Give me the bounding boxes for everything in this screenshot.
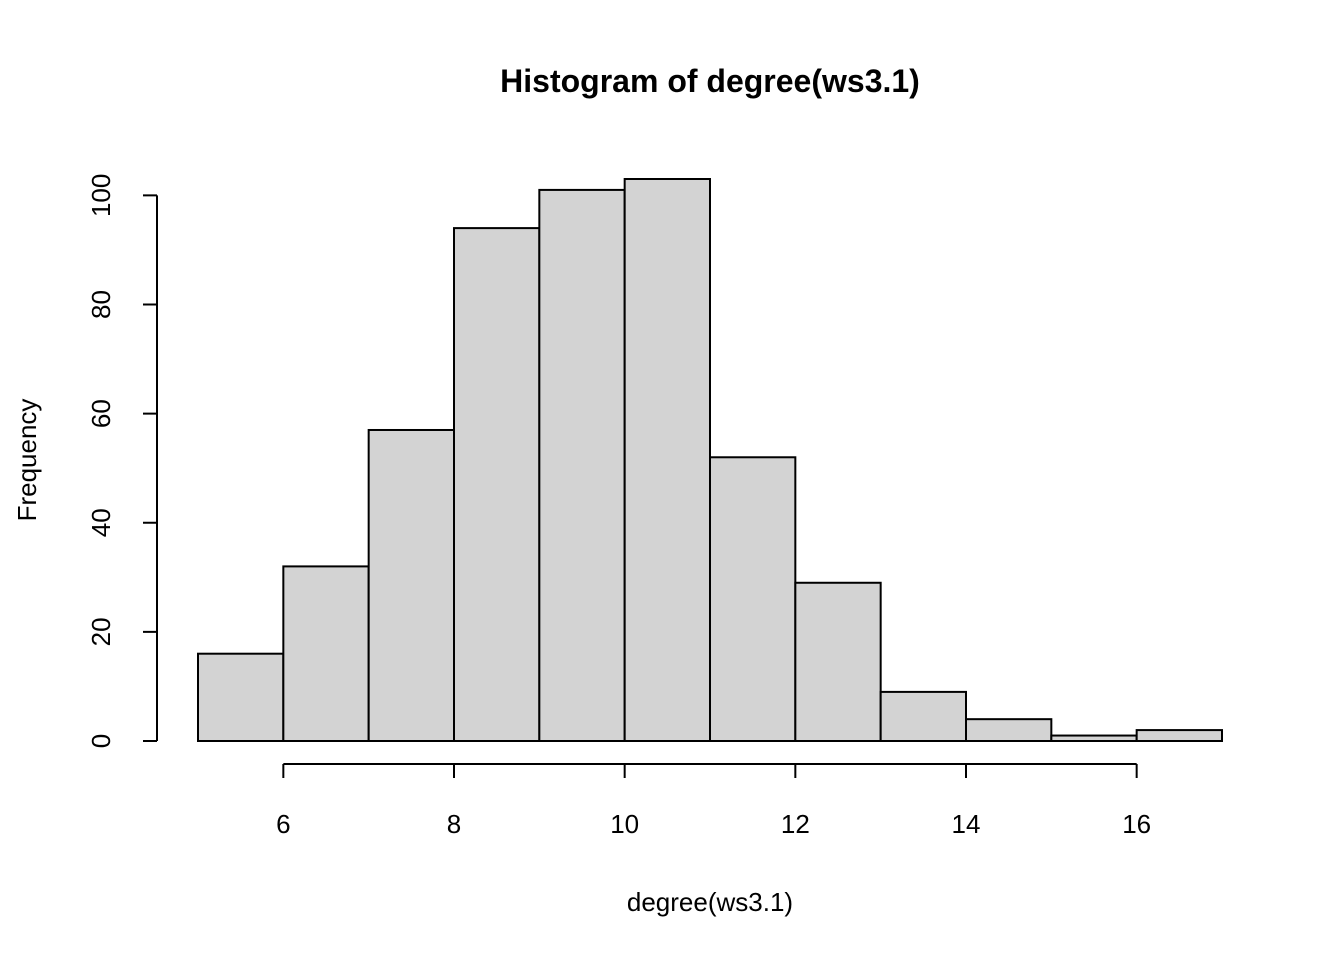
y-axis-label: Frequency bbox=[12, 399, 42, 522]
x-tick-label: 12 bbox=[781, 809, 810, 839]
histogram-bar-5 bbox=[538, 188, 626, 743]
x-tick-label: 16 bbox=[1122, 809, 1151, 839]
x-tick-label: 14 bbox=[952, 809, 981, 839]
chart-title: Histogram of degree(ws3.1) bbox=[500, 63, 920, 99]
y-tick-label: 20 bbox=[86, 617, 116, 646]
histogram-bars bbox=[197, 178, 1223, 743]
histogram-bar-6 bbox=[623, 178, 712, 742]
x-axis: 6 8 10 12 14 16 bbox=[276, 763, 1151, 839]
histogram-bar-7 bbox=[709, 456, 797, 742]
histogram-bar-2 bbox=[282, 565, 370, 743]
histogram-bar-3 bbox=[367, 428, 455, 742]
histogram-bar-11 bbox=[1050, 734, 1138, 743]
histogram-bar-10 bbox=[965, 718, 1053, 742]
y-axis: 0 20 40 60 80 100 bbox=[86, 174, 158, 748]
y-tick-label: 100 bbox=[86, 174, 116, 217]
y-tick-label: 60 bbox=[86, 399, 116, 428]
y-tick-label: 40 bbox=[86, 508, 116, 537]
y-tick-label: 80 bbox=[86, 290, 116, 319]
x-tick-label: 10 bbox=[610, 809, 639, 839]
x-tick-label: 6 bbox=[276, 809, 290, 839]
histogram-bar-8 bbox=[794, 581, 882, 742]
histogram-bar-9 bbox=[879, 690, 968, 742]
histogram-bar-1 bbox=[197, 652, 285, 743]
histogram-bar-4 bbox=[453, 227, 541, 742]
x-axis-label: degree(ws3.1) bbox=[627, 887, 793, 917]
x-tick-label: 8 bbox=[447, 809, 461, 839]
y-tick-label: 0 bbox=[86, 734, 116, 748]
histogram-bar-12 bbox=[1135, 729, 1223, 743]
